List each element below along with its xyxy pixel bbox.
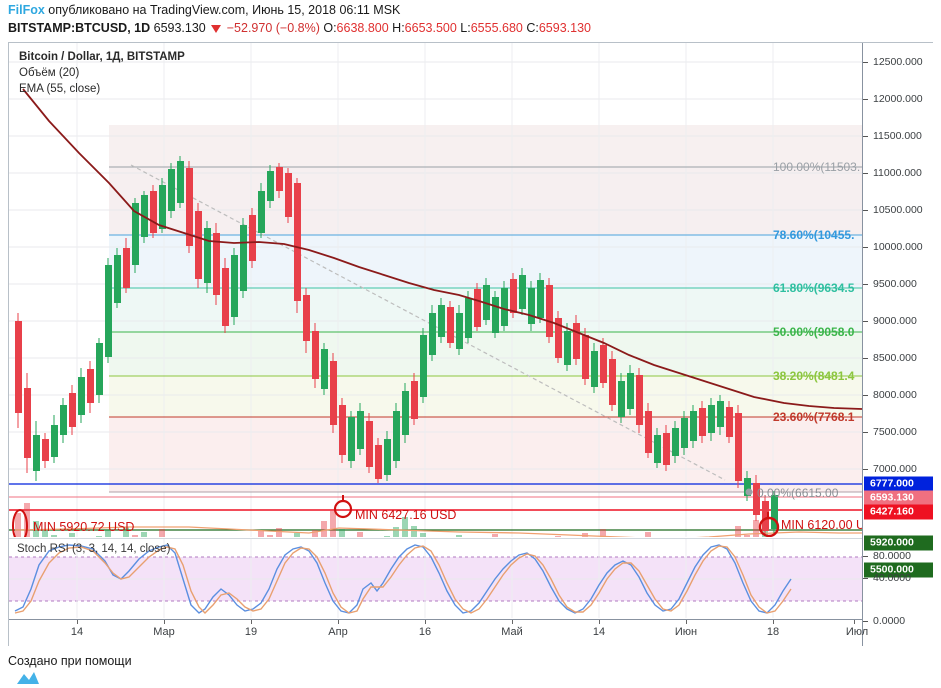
quote-line: BITSTAMP:BTCUSD, 1D 6593.130 −52.970 (−0… bbox=[8, 21, 591, 35]
price-tick-10000: 10000.000 bbox=[873, 241, 923, 253]
time-tick bbox=[164, 620, 165, 624]
axis-tick bbox=[863, 173, 868, 174]
low-value: 6555.680 bbox=[470, 21, 523, 35]
stoch-d-line bbox=[14, 545, 792, 614]
price-tick-8500: 8500.000 bbox=[873, 352, 917, 364]
time-tick bbox=[77, 620, 78, 624]
min-marker-circle-2 bbox=[333, 499, 353, 519]
axis-tick bbox=[863, 62, 868, 63]
stoch-tick-0: 0.0000 bbox=[873, 615, 906, 627]
last-price: 6593.130 bbox=[153, 21, 206, 35]
stoch-k-line bbox=[14, 544, 792, 614]
axis-tick bbox=[863, 247, 868, 248]
axis-tick bbox=[863, 578, 868, 579]
price-badge-5500[interactable]: 5500.000 bbox=[864, 562, 933, 578]
footer: Создано при помощи TradingView bbox=[8, 652, 132, 688]
tradingview-logo-icon bbox=[17, 672, 39, 684]
time-label-14may: 14 bbox=[592, 626, 606, 638]
time-tick bbox=[512, 620, 513, 624]
price-tick-12000: 12000.000 bbox=[873, 93, 923, 105]
open-value: 6638.800 bbox=[336, 21, 389, 35]
price-tick-8000: 8000.000 bbox=[873, 389, 917, 401]
axis-tick bbox=[863, 621, 868, 622]
price-badge-last[interactable]: 6593.130 bbox=[864, 490, 933, 506]
time-label-19: 19 bbox=[244, 626, 258, 638]
time-axis[interactable]: 14 Мар 19 Апр 16 Май 14 Июн 18 Июл bbox=[9, 619, 868, 646]
price-tick-7000: 7000.000 bbox=[873, 463, 917, 475]
stoch-tick-80: 80.0000 bbox=[873, 550, 911, 562]
published-text: опубликовано на TradingView.com, Июнь 15… bbox=[48, 3, 401, 17]
axis-tick bbox=[863, 99, 868, 100]
time-label-jul: Июл bbox=[845, 626, 869, 638]
high-value: 6653.500 bbox=[404, 21, 457, 35]
price-change: −52.970 (−0.8%) bbox=[226, 21, 320, 35]
time-tick bbox=[251, 620, 252, 624]
stoch-rsi-plot bbox=[9, 539, 862, 618]
time-label-jun: Июн bbox=[674, 626, 698, 638]
chart-header: FilFox опубликовано на TradingView.com, … bbox=[0, 0, 941, 42]
time-label-may: Май bbox=[501, 626, 523, 638]
publish-line: FilFox опубликовано на TradingView.com, … bbox=[8, 3, 400, 17]
price-axis[interactable]: 12500.000 12000.000 11500.000 11000.000 … bbox=[862, 43, 933, 646]
price-plot bbox=[9, 43, 862, 537]
price-badge-6777[interactable]: 6777.000 bbox=[864, 476, 933, 492]
price-tick-9500: 9500.000 bbox=[873, 278, 917, 290]
fib-0-marker bbox=[745, 488, 753, 496]
price-tick-7500: 7500.000 bbox=[873, 426, 917, 438]
volume-bars bbox=[15, 503, 768, 537]
time-tick bbox=[338, 620, 339, 624]
stoch-tick-40: 40.0000 bbox=[873, 572, 911, 584]
axis-tick bbox=[863, 284, 868, 285]
time-tick bbox=[599, 620, 600, 624]
filfox-watermark: FilFox bbox=[8, 3, 45, 17]
close-label: C: bbox=[526, 21, 539, 35]
stoch-rsi-legend: Stoch RSI (3, 3, 14, 14, close) bbox=[17, 543, 171, 555]
open-label: O: bbox=[323, 21, 337, 35]
low-label: L: bbox=[460, 21, 471, 35]
close-value: 6593.130 bbox=[538, 21, 591, 35]
price-badge-6427[interactable]: 6427.160 bbox=[864, 504, 933, 520]
axis-tick bbox=[863, 136, 868, 137]
time-label-18: 18 bbox=[766, 626, 780, 638]
time-label-14mar: 14 bbox=[70, 626, 84, 638]
time-label-apr: Апр bbox=[328, 626, 348, 638]
time-label-mar: Мар bbox=[153, 626, 175, 638]
price-badge-5920[interactable]: 5920.000 bbox=[864, 535, 933, 551]
candlestick-series bbox=[15, 156, 778, 535]
price-tick-11500: 11500.000 bbox=[873, 130, 922, 142]
axis-tick bbox=[863, 358, 868, 359]
stoch-rsi-pane[interactable]: Stoch RSI (3, 3, 14, 14, close) bbox=[9, 538, 862, 618]
price-tick-11000: 11000.000 bbox=[873, 167, 922, 179]
time-label-16: 16 bbox=[418, 626, 432, 638]
volume-ma-line bbox=[14, 526, 862, 537]
price-pane[interactable]: Bitcoin / Dollar, 1Д, BITSTAMP Объём (20… bbox=[9, 43, 862, 537]
chart-frame: Bitcoin / Dollar, 1Д, BITSTAMP Объём (20… bbox=[8, 42, 933, 646]
price-tick-12500: 12500.000 bbox=[873, 56, 923, 68]
symbol-label: BITSTAMP:BTCUSD, 1D bbox=[8, 21, 151, 35]
made-with-label: Создано при помощи bbox=[8, 654, 132, 668]
time-tick bbox=[686, 620, 687, 624]
min-marker-circle-1 bbox=[12, 509, 28, 537]
price-tick-10500: 10500.000 bbox=[873, 204, 923, 216]
axis-tick bbox=[863, 395, 868, 396]
ema-55-line bbox=[22, 88, 862, 410]
time-tick bbox=[773, 620, 774, 624]
axis-tick bbox=[863, 321, 868, 322]
axis-tick bbox=[863, 210, 868, 211]
high-label: H: bbox=[392, 21, 405, 35]
axis-tick bbox=[863, 432, 868, 433]
price-tick-9000: 9000.000 bbox=[873, 315, 917, 327]
time-tick bbox=[425, 620, 426, 624]
arrow-down-icon bbox=[211, 25, 222, 33]
time-tick bbox=[854, 620, 855, 624]
axis-tick bbox=[863, 556, 868, 557]
axis-tick bbox=[863, 469, 868, 470]
